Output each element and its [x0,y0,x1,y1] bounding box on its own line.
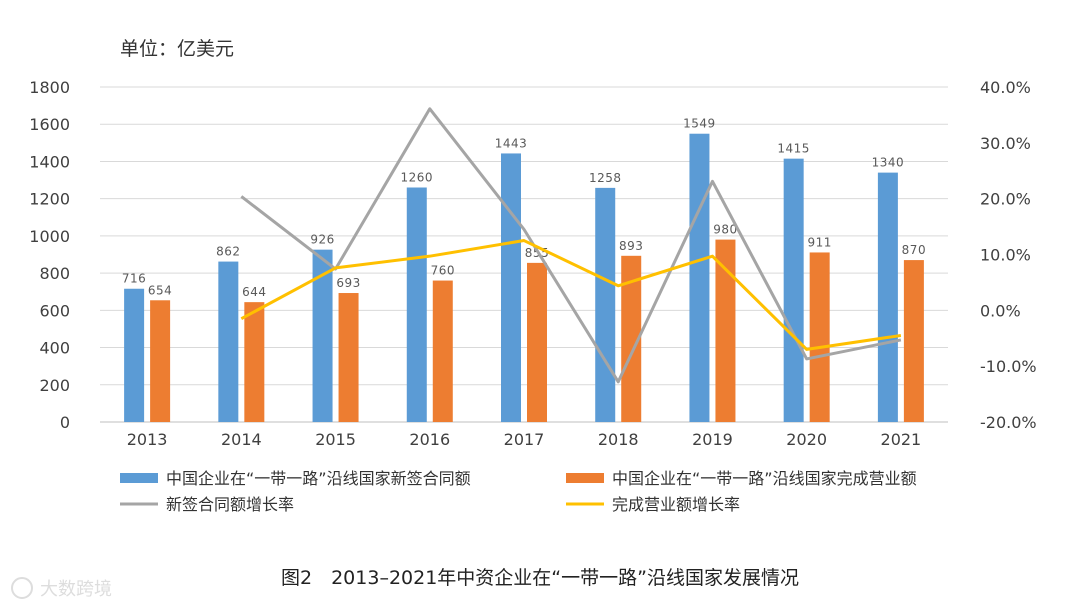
x-tick-label: 2017 [504,430,545,449]
bar-data-label: 893 [619,239,643,253]
y-right-tick-label: -20.0% [980,413,1037,432]
y-axis-left: 0 200 400 600 800 1000 1200 1400 1600 1800 [29,78,70,432]
bar-data-label: 716 [122,272,146,286]
y-right-tick-label: -10.0% [980,357,1037,376]
watermark-logo-icon [11,577,33,599]
bar-data-label: 1415 [777,142,810,156]
bar-data-label: 1260 [401,171,434,185]
bar-new-contracts [218,261,239,422]
watermark-text: 大数跨境 [40,579,112,600]
figure-caption: 图2 2013–2021年中资企业在“一带一路”沿线国家发展情况 [281,567,799,589]
bar-new-contracts [124,288,145,422]
bar-data-label: 926 [310,233,334,247]
y-right-tick-label: 10.0% [980,246,1031,265]
bar-completed-turnover [150,300,171,422]
bar-data-label: 980 [713,223,737,237]
bar-new-contracts [595,187,616,422]
legend-swatch [566,473,604,483]
y-left-tick-label: 1400 [29,152,70,171]
x-axis: 2013 2014 2015 2016 2017 2018 2019 2020 2021 [127,430,921,449]
y-right-tick-label: 20.0% [980,190,1031,209]
y-right-tick-label: 0.0% [980,301,1021,320]
bar-new-contracts [689,133,710,423]
bar-new-contracts [783,158,804,422]
legend-swatch [120,473,158,483]
x-tick-label: 2016 [409,430,450,449]
bar-completed-turnover [432,280,453,422]
bar-completed-turnover [244,302,265,422]
line-turnover-growth [240,239,902,351]
bar-new-contracts [501,153,521,423]
bar-data-label: 862 [216,245,240,259]
y-right-tick-label: 40.0% [980,78,1031,97]
bar-data-label: 1443 [495,136,528,150]
y-left-tick-label: 200 [39,376,70,395]
y-right-tick-label: 30.0% [980,134,1031,153]
bars: 716 862 926 1260 1443 1258 1549 1415 1340 654 644 6… [122,117,926,423]
bar-completed-turnover [715,239,736,422]
bar-new-contracts [877,172,898,422]
bar-completed-turnover [338,293,359,422]
legend-label: 中国企业在“一带一路”沿线国家完成营业额 [612,469,917,488]
x-tick-label: 2014 [221,430,262,449]
bar-data-label: 1258 [589,171,622,185]
y-left-tick-label: 1800 [29,78,70,97]
bar-data-label: 654 [148,283,172,297]
x-tick-label: 2018 [598,430,639,449]
y-left-tick-label: 600 [39,301,70,320]
bar-data-label: 1340 [872,156,905,170]
legend: 中国企业在“一带一路”沿线国家新签合同额 中国企业在“一带一路”沿线国家完成营业额… [120,469,917,514]
bar-completed-turnover [527,262,547,422]
y-left-tick-label: 0 [60,413,70,432]
grid [100,86,948,423]
bar-data-label: 693 [336,276,360,290]
x-tick-label: 2020 [786,430,827,449]
bar-completed-turnover [809,252,830,422]
x-tick-label: 2019 [692,430,733,449]
bar-data-label: 911 [807,235,831,249]
y-left-tick-label: 800 [39,264,70,283]
bar-new-contracts [406,187,427,422]
legend-label: 中国企业在“一带一路”沿线国家新签合同额 [166,469,471,488]
line-new-contract-growth [240,107,902,384]
bar-new-contracts [312,249,333,422]
y-left-tick-label: 1200 [29,190,70,209]
x-tick-label: 2015 [315,430,356,449]
legend-label: 完成营业额增长率 [612,495,740,514]
legend-label: 新签合同额增长率 [166,495,294,514]
watermark: 大数跨境 [11,577,112,600]
unit-label: 单位：亿美元 [120,38,234,60]
bar-data-label: 1549 [683,117,716,131]
bar-data-label: 644 [242,285,266,299]
bar-data-label: 760 [431,264,455,278]
bar-completed-turnover [903,260,924,422]
x-tick-label: 2021 [881,430,922,449]
bar-completed-turnover [621,255,642,422]
lines [240,107,902,384]
bar-data-label: 870 [902,243,926,257]
y-left-tick-label: 1000 [29,227,70,246]
x-tick-label: 2013 [127,430,168,449]
y-axis-right: -20.0% -10.0% 0.0% 10.0% 20.0% 30.0% 40.0% [980,78,1037,432]
y-left-tick-label: 1600 [29,115,70,134]
y-left-tick-label: 400 [39,339,70,358]
